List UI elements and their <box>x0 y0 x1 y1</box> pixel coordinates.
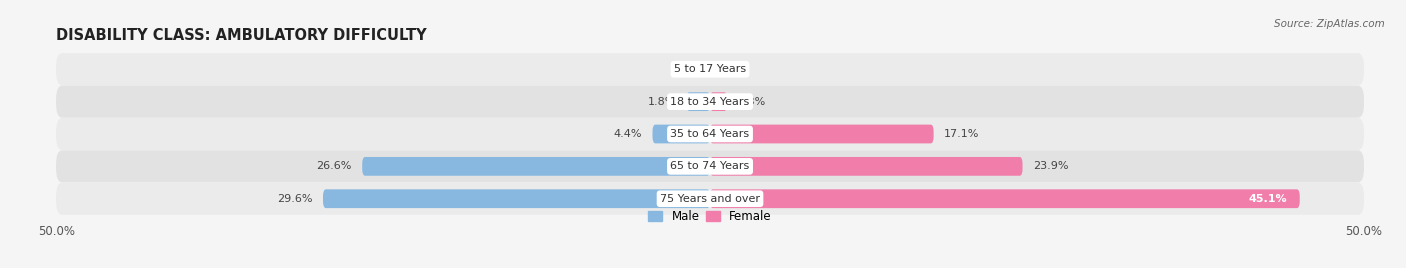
FancyBboxPatch shape <box>56 183 1364 215</box>
FancyBboxPatch shape <box>363 157 710 176</box>
Text: 1.3%: 1.3% <box>738 97 766 107</box>
FancyBboxPatch shape <box>56 85 1364 118</box>
Text: 0.0%: 0.0% <box>678 64 706 74</box>
FancyBboxPatch shape <box>710 157 1022 176</box>
FancyBboxPatch shape <box>56 118 1364 150</box>
Legend: Male, Female: Male, Female <box>644 205 776 228</box>
Text: Source: ZipAtlas.com: Source: ZipAtlas.com <box>1274 19 1385 29</box>
Text: 29.6%: 29.6% <box>277 194 312 204</box>
Text: 23.9%: 23.9% <box>1033 161 1069 171</box>
Text: 1.8%: 1.8% <box>648 97 676 107</box>
FancyBboxPatch shape <box>56 150 1364 183</box>
Text: 17.1%: 17.1% <box>943 129 980 139</box>
Text: 35 to 64 Years: 35 to 64 Years <box>671 129 749 139</box>
Text: 5 to 17 Years: 5 to 17 Years <box>673 64 747 74</box>
FancyBboxPatch shape <box>686 92 710 111</box>
Text: 45.1%: 45.1% <box>1249 194 1286 204</box>
Text: 75 Years and over: 75 Years and over <box>659 194 761 204</box>
Text: 26.6%: 26.6% <box>316 161 352 171</box>
FancyBboxPatch shape <box>710 92 727 111</box>
Text: 65 to 74 Years: 65 to 74 Years <box>671 161 749 171</box>
FancyBboxPatch shape <box>652 125 710 143</box>
Text: DISABILITY CLASS: AMBULATORY DIFFICULTY: DISABILITY CLASS: AMBULATORY DIFFICULTY <box>56 28 427 43</box>
FancyBboxPatch shape <box>56 53 1364 85</box>
FancyBboxPatch shape <box>710 125 934 143</box>
Text: 4.4%: 4.4% <box>613 129 643 139</box>
FancyBboxPatch shape <box>323 189 710 208</box>
FancyBboxPatch shape <box>710 189 1299 208</box>
Text: 0.0%: 0.0% <box>714 64 742 74</box>
Text: 18 to 34 Years: 18 to 34 Years <box>671 97 749 107</box>
